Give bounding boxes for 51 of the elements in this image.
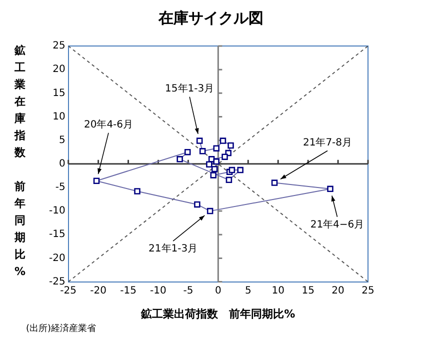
point [206, 161, 212, 168]
annotation: 15年1-3月 [165, 82, 214, 94]
x-tick-label: -10 [150, 285, 166, 296]
point [220, 138, 226, 144]
x-tick-label: 20 [332, 285, 344, 296]
y-tick-label: -20 [48, 252, 66, 264]
point [134, 188, 140, 194]
text: 鉱工業在庫指数前年同期比% [14, 44, 26, 278]
y-tick-label: 25 [52, 40, 66, 52]
point [327, 186, 334, 192]
x-tick-label: 0 [214, 285, 222, 296]
point [237, 166, 244, 174]
annotation: 21年7-8月 [302, 136, 352, 148]
point [210, 172, 216, 178]
x-axis-title: 鉱工業出荷指数 前年同期比% [140, 307, 296, 320]
text: (出所)経済産業省 [26, 322, 96, 335]
point [176, 156, 183, 162]
y-tick-label: -10 [48, 206, 66, 217]
y-tick-label: -5 [55, 182, 66, 194]
point [228, 142, 234, 149]
annotation: 21年4−6月 [310, 218, 364, 230]
point [213, 145, 220, 152]
y-tick-label: 0 [58, 158, 66, 170]
point [93, 178, 100, 184]
x-tick-label: 10 [272, 285, 284, 296]
annotation: 20年4-6月 [84, 118, 134, 130]
x-tick-label: -15 [120, 285, 136, 296]
x-tick-label: -20 [90, 285, 106, 296]
point [206, 208, 214, 214]
point [228, 166, 236, 174]
y-tick-label: 5 [58, 134, 66, 146]
x-tick-label: 5 [244, 285, 252, 296]
point [184, 148, 191, 156]
y-tick-label: 15 [52, 88, 66, 99]
y-tick-label: -25 [48, 276, 66, 288]
point [196, 138, 203, 144]
chart-title: 在庫サイクル図 [158, 8, 264, 27]
x-tick-label: 15 [302, 285, 314, 296]
annotation: 21年1-3月 [148, 242, 198, 255]
y-tick-label: -15 [48, 229, 66, 240]
point [194, 201, 200, 208]
point [213, 158, 220, 165]
point [199, 148, 206, 154]
point [222, 154, 228, 160]
y-tick-label: 20 [52, 64, 66, 76]
point [226, 176, 232, 184]
point [271, 180, 278, 186]
point [211, 166, 218, 172]
y-tick-label: 10 [52, 111, 66, 122]
x-tick-label: 25 [362, 285, 374, 296]
x-tick-label: -5 [183, 285, 194, 296]
